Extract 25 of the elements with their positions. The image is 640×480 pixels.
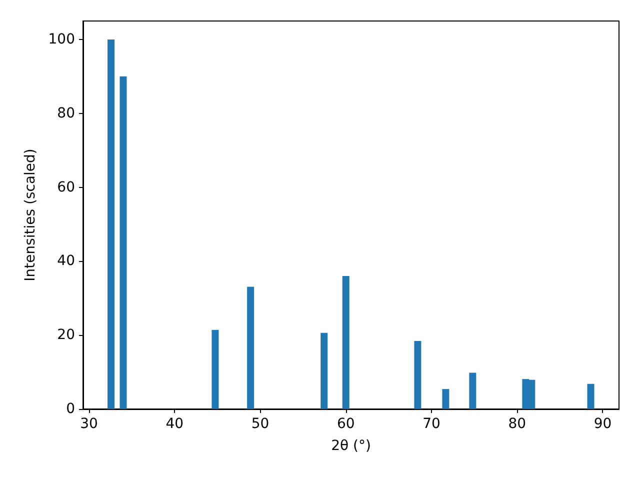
bar bbox=[108, 39, 114, 409]
x-tick-label: 70 bbox=[422, 416, 440, 432]
bar bbox=[120, 76, 127, 409]
bar bbox=[469, 372, 476, 409]
x-axis-title: 2θ (°) bbox=[331, 438, 371, 454]
x-tick-label: 30 bbox=[80, 416, 98, 432]
y-axis-title: Intensities (scaled) bbox=[22, 148, 38, 282]
bar bbox=[587, 384, 594, 409]
bar bbox=[247, 286, 254, 409]
x-tick-label: 40 bbox=[166, 416, 184, 432]
x-tick-label: 60 bbox=[336, 416, 355, 432]
y-tick-label: 80 bbox=[57, 105, 75, 122]
x-tick-label: 50 bbox=[251, 416, 270, 432]
bar bbox=[212, 330, 219, 409]
bar bbox=[442, 389, 450, 409]
y-tick-label: 60 bbox=[57, 179, 75, 196]
y-tick-label: 20 bbox=[57, 327, 75, 344]
y-tick-label: 100 bbox=[48, 31, 75, 48]
y-tick-label: 0 bbox=[66, 401, 75, 417]
x-tick-label: 80 bbox=[508, 416, 526, 432]
x-tick-label: 90 bbox=[594, 416, 612, 432]
bar bbox=[414, 341, 422, 409]
bar bbox=[320, 332, 328, 409]
y-tick-label: 40 bbox=[57, 253, 75, 270]
bar bbox=[342, 276, 350, 409]
